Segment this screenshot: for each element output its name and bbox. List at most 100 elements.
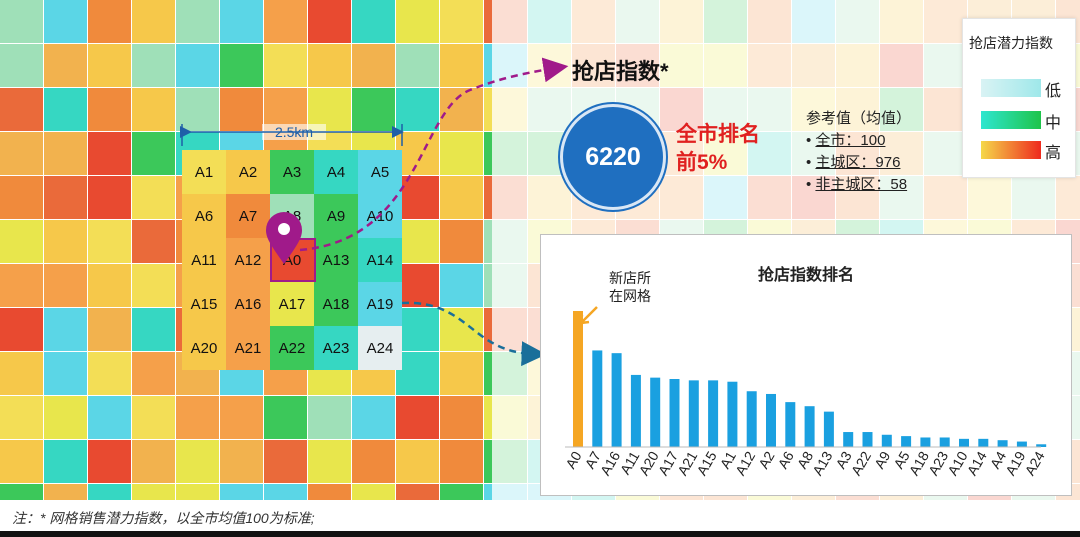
legend-swatch-mid xyxy=(981,111,1041,129)
callout-arrow-to-chart xyxy=(401,301,547,367)
heatmap-cell xyxy=(440,44,483,87)
grid-cell-a16: A16 xyxy=(226,282,270,326)
heatmap-cell xyxy=(132,352,175,395)
footnote: 注：* 网格销售潜力指数，以全市均值100为标准; xyxy=(12,510,315,526)
heatmap-cell xyxy=(440,440,483,483)
bar-a9 xyxy=(881,434,892,447)
heatmap-cell xyxy=(88,264,131,307)
heatmap-cell xyxy=(0,44,43,87)
heatmap-cell xyxy=(440,352,483,395)
heatmap-cell xyxy=(220,440,263,483)
heatmap-cell xyxy=(132,176,175,219)
tick-label-a24: A24 xyxy=(1021,448,1047,478)
tick-label-a4: A4 xyxy=(987,448,1010,471)
heatmap-cell xyxy=(132,220,175,263)
rank-value: 前5% xyxy=(676,151,728,174)
legend-label-low: 低 xyxy=(1045,83,1062,100)
tick-label-a5: A5 xyxy=(890,448,913,471)
heatmap-cell xyxy=(352,484,395,500)
heatmap-cell xyxy=(44,440,87,483)
bar-a3 xyxy=(843,432,854,447)
bar-a20 xyxy=(650,377,661,447)
bar-a18 xyxy=(920,437,931,447)
heatmap-cell xyxy=(44,176,87,219)
heatmap-cell xyxy=(176,44,219,87)
heatmap-cell xyxy=(0,88,43,131)
heatmap-cell xyxy=(396,484,439,500)
reference-item: • 主城区：976 xyxy=(806,154,901,171)
heatmap-cell xyxy=(0,264,43,307)
heatmap-cell xyxy=(132,132,175,175)
bar-a22 xyxy=(862,432,873,447)
heatmap-cell xyxy=(396,308,439,351)
heatmap-cell xyxy=(220,484,263,500)
chart-title: 抢店指数排名 xyxy=(757,267,854,284)
chart-plot: A0A7A16A11A20A17A21A15A1A12A2A6A8A13A3A2… xyxy=(562,306,1048,478)
grid-cell-a15: A15 xyxy=(182,282,226,326)
bar-a21 xyxy=(688,380,699,447)
grid-cell-a18: A18 xyxy=(314,282,358,326)
heatmap-cell xyxy=(264,0,307,43)
heatmap-cell xyxy=(0,132,43,175)
heatmap-cell xyxy=(396,264,439,307)
heatmap-cell xyxy=(44,220,87,263)
chart-annotation: 新店所 在网格 xyxy=(609,269,651,305)
heatmap-cell xyxy=(264,484,307,500)
reference-heading: 参考值（均值） xyxy=(806,110,912,127)
heatmap-cell xyxy=(264,88,307,131)
heatmap-cell xyxy=(220,396,263,439)
heatmap-cell xyxy=(308,440,351,483)
heatmap-cell xyxy=(440,264,483,307)
heatmap-cell xyxy=(44,396,87,439)
heatmap-cell xyxy=(88,44,131,87)
heatmap-cell xyxy=(308,44,351,87)
heatmap-cell xyxy=(132,264,175,307)
tick-label-a2: A2 xyxy=(755,448,778,471)
heatmap-cell xyxy=(396,132,439,175)
reference-values: 参考值（均值） • 全市：100 • 主城区：976 • 非主城区：58 xyxy=(806,108,911,196)
heatmap-cell xyxy=(44,484,87,500)
score-title: 抢店指数* xyxy=(572,59,669,84)
heatmap-cell xyxy=(0,484,43,500)
heatmap-cell xyxy=(88,0,131,43)
heatmap-cell xyxy=(396,176,439,219)
bar-a11 xyxy=(630,374,641,447)
heatmap-cell xyxy=(220,88,263,131)
bar-a10 xyxy=(959,438,969,447)
heatmap-cell xyxy=(396,44,439,87)
heatmap-cell xyxy=(440,0,483,43)
heatmap-cell xyxy=(396,352,439,395)
heatmap-cell xyxy=(88,440,131,483)
heatmap-cell xyxy=(0,352,43,395)
heatmap-cell xyxy=(132,88,175,131)
grid-cell-a3: A3 xyxy=(270,150,314,194)
heatmap-cell xyxy=(132,484,175,500)
heatmap-cell xyxy=(308,396,351,439)
tick-label-a0: A0 xyxy=(562,448,585,471)
heatmap-cell xyxy=(0,220,43,263)
heatmap-cell xyxy=(88,352,131,395)
heatmap-cell xyxy=(440,220,483,263)
legend-title: 抢店潜力指数 xyxy=(969,35,1053,51)
bottom-bar xyxy=(0,531,1080,537)
bar-a23 xyxy=(939,437,950,447)
reference-item: • 全市：100 xyxy=(806,132,886,149)
grid-cell-a6: A6 xyxy=(182,194,226,238)
grid-cell-a14: A14 xyxy=(358,238,402,282)
ranking-chart: 抢店指数排名 新店所 在网格 A0 A7 A16 A11 A20 A17 A21 A15 A1 A… xyxy=(540,234,1072,496)
heatmap-cell xyxy=(88,132,131,175)
grid-cell-a13: A13 xyxy=(314,238,358,282)
bar-a4 xyxy=(997,440,1008,447)
heatmap-cell xyxy=(264,440,307,483)
grid-cell-a21: A21 xyxy=(226,326,270,370)
heatmap-cell xyxy=(308,0,351,43)
tick-label-a1: A1 xyxy=(717,448,740,471)
heatmap-cell xyxy=(44,0,87,43)
store-location-pin-icon xyxy=(266,212,302,264)
bar-a2 xyxy=(766,393,776,447)
heatmap-cell xyxy=(88,88,131,131)
heatmap-cell xyxy=(88,176,131,219)
heatmap-cell xyxy=(132,440,175,483)
tick-label-a8: A8 xyxy=(794,448,817,471)
